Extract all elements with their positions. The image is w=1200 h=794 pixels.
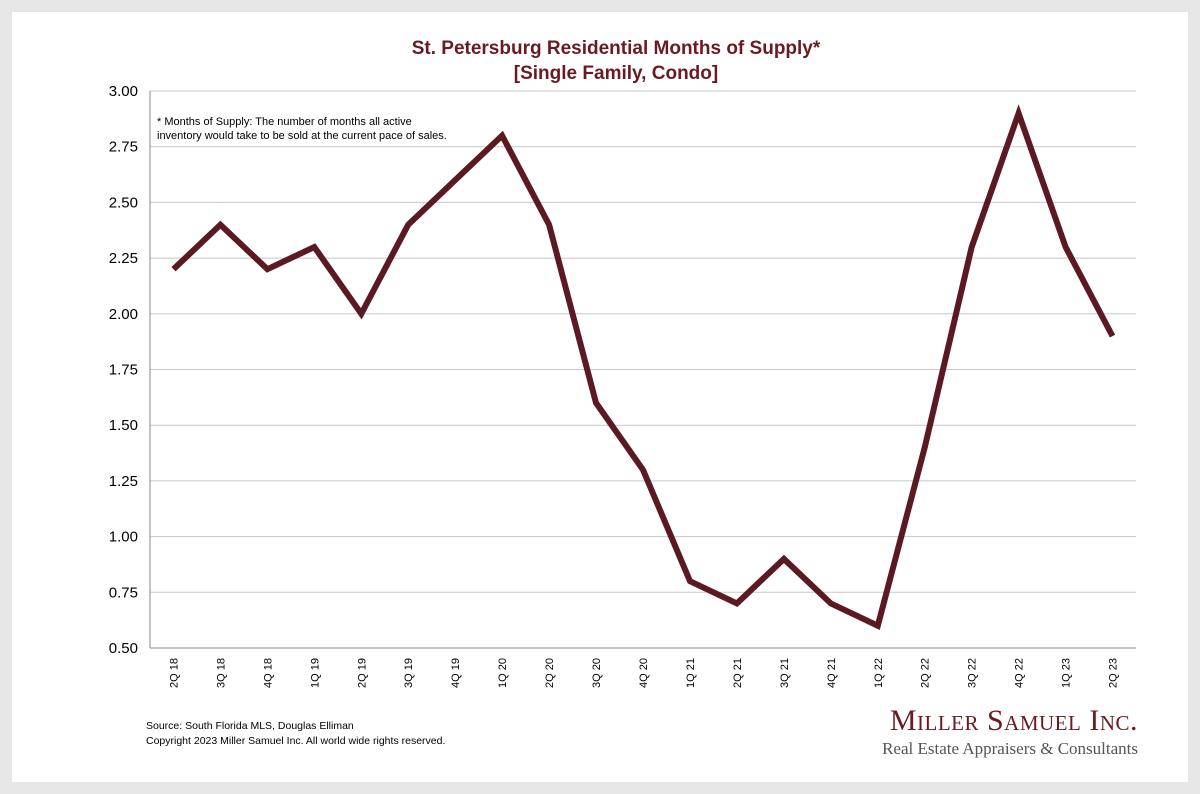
y-tick-label: 0.50: [109, 640, 138, 657]
line-chart: St. Petersburg Residential Months of Sup…: [109, 38, 1136, 688]
x-tick-label: 4Q 21: [826, 658, 838, 688]
x-tick-label: 2Q 22: [920, 658, 932, 688]
x-tick-label: 1Q 22: [873, 658, 885, 688]
y-tick-label: 1.00: [109, 529, 138, 546]
x-tick-label: 1Q 20: [497, 658, 509, 688]
axes: [149, 91, 1136, 649]
chart-card: St. Petersburg Residential Months of Sup…: [12, 12, 1188, 782]
x-tick-label: 3Q 18: [215, 658, 227, 688]
x-axis-ticks: 2Q 18 3Q 18 4Q 18 1Q 19 2Q 19 3Q 19 4Q 19 1Q 20…: [168, 658, 1119, 688]
y-tick-label: 1.50: [109, 417, 138, 434]
chart-title: St. Petersburg Residential Months of Sup…: [412, 38, 821, 59]
company-logo: Miller Samuel Inc. Real Estate Appraiser…: [882, 704, 1138, 760]
y-tick-label: 1.25: [109, 473, 138, 490]
x-tick-label: 1Q 21: [685, 658, 697, 688]
logo-name: Miller Samuel Inc.: [889, 704, 1138, 737]
x-tick-label: 3Q 20: [591, 658, 603, 688]
x-tick-label: 1Q 19: [309, 658, 321, 688]
x-tick-label: 1Q 23: [1061, 658, 1073, 688]
chart-note-line2: inventory would take to be sold at the c…: [157, 130, 447, 142]
y-tick-label: 3.00: [109, 83, 138, 100]
x-tick-label: 3Q 21: [779, 658, 791, 688]
x-tick-label: 4Q 20: [638, 658, 650, 688]
chart-note-line1: * Months of Supply: The number of months…: [157, 116, 412, 128]
x-tick-label: 2Q 18: [168, 658, 180, 688]
x-tick-label: 3Q 22: [967, 658, 979, 688]
y-axis-ticks: 0.50 0.75 1.00 1.25 1.50 1.75 2.00 2.25 2.50 2.75…: [109, 83, 138, 657]
x-tick-label: 2Q 19: [356, 658, 368, 688]
y-tick-label: 2.50: [109, 194, 138, 211]
logo-tagline: Real Estate Appraisers & Consultants: [882, 739, 1138, 758]
series-supply: [171, 104, 1116, 630]
x-tick-label: 3Q 19: [403, 658, 415, 688]
x-tick-label: 2Q 21: [732, 658, 744, 688]
y-tick-label: 0.75: [109, 584, 138, 601]
x-tick-label: 4Q 19: [450, 658, 462, 688]
x-tick-label: 4Q 18: [262, 658, 274, 688]
footer-source-block: Source: South Florida MLS, Douglas Ellim…: [146, 719, 445, 749]
y-tick-label: 1.75: [109, 362, 138, 379]
y-tick-label: 2.25: [109, 250, 138, 267]
x-tick-label: 2Q 20: [544, 658, 556, 688]
x-tick-label: 4Q 22: [1014, 658, 1026, 688]
x-tick-label: 2Q 23: [1108, 658, 1120, 688]
gridlines: [150, 90, 1136, 649]
y-tick-label: 2.75: [109, 139, 138, 156]
source-text: Source: South Florida MLS, Douglas Ellim…: [146, 720, 354, 732]
chart-subtitle: [Single Family, Condo]: [514, 63, 718, 84]
copyright-text: Copyright 2023 Miller Samuel Inc. All wo…: [146, 735, 446, 747]
y-tick-label: 2.00: [109, 306, 138, 323]
